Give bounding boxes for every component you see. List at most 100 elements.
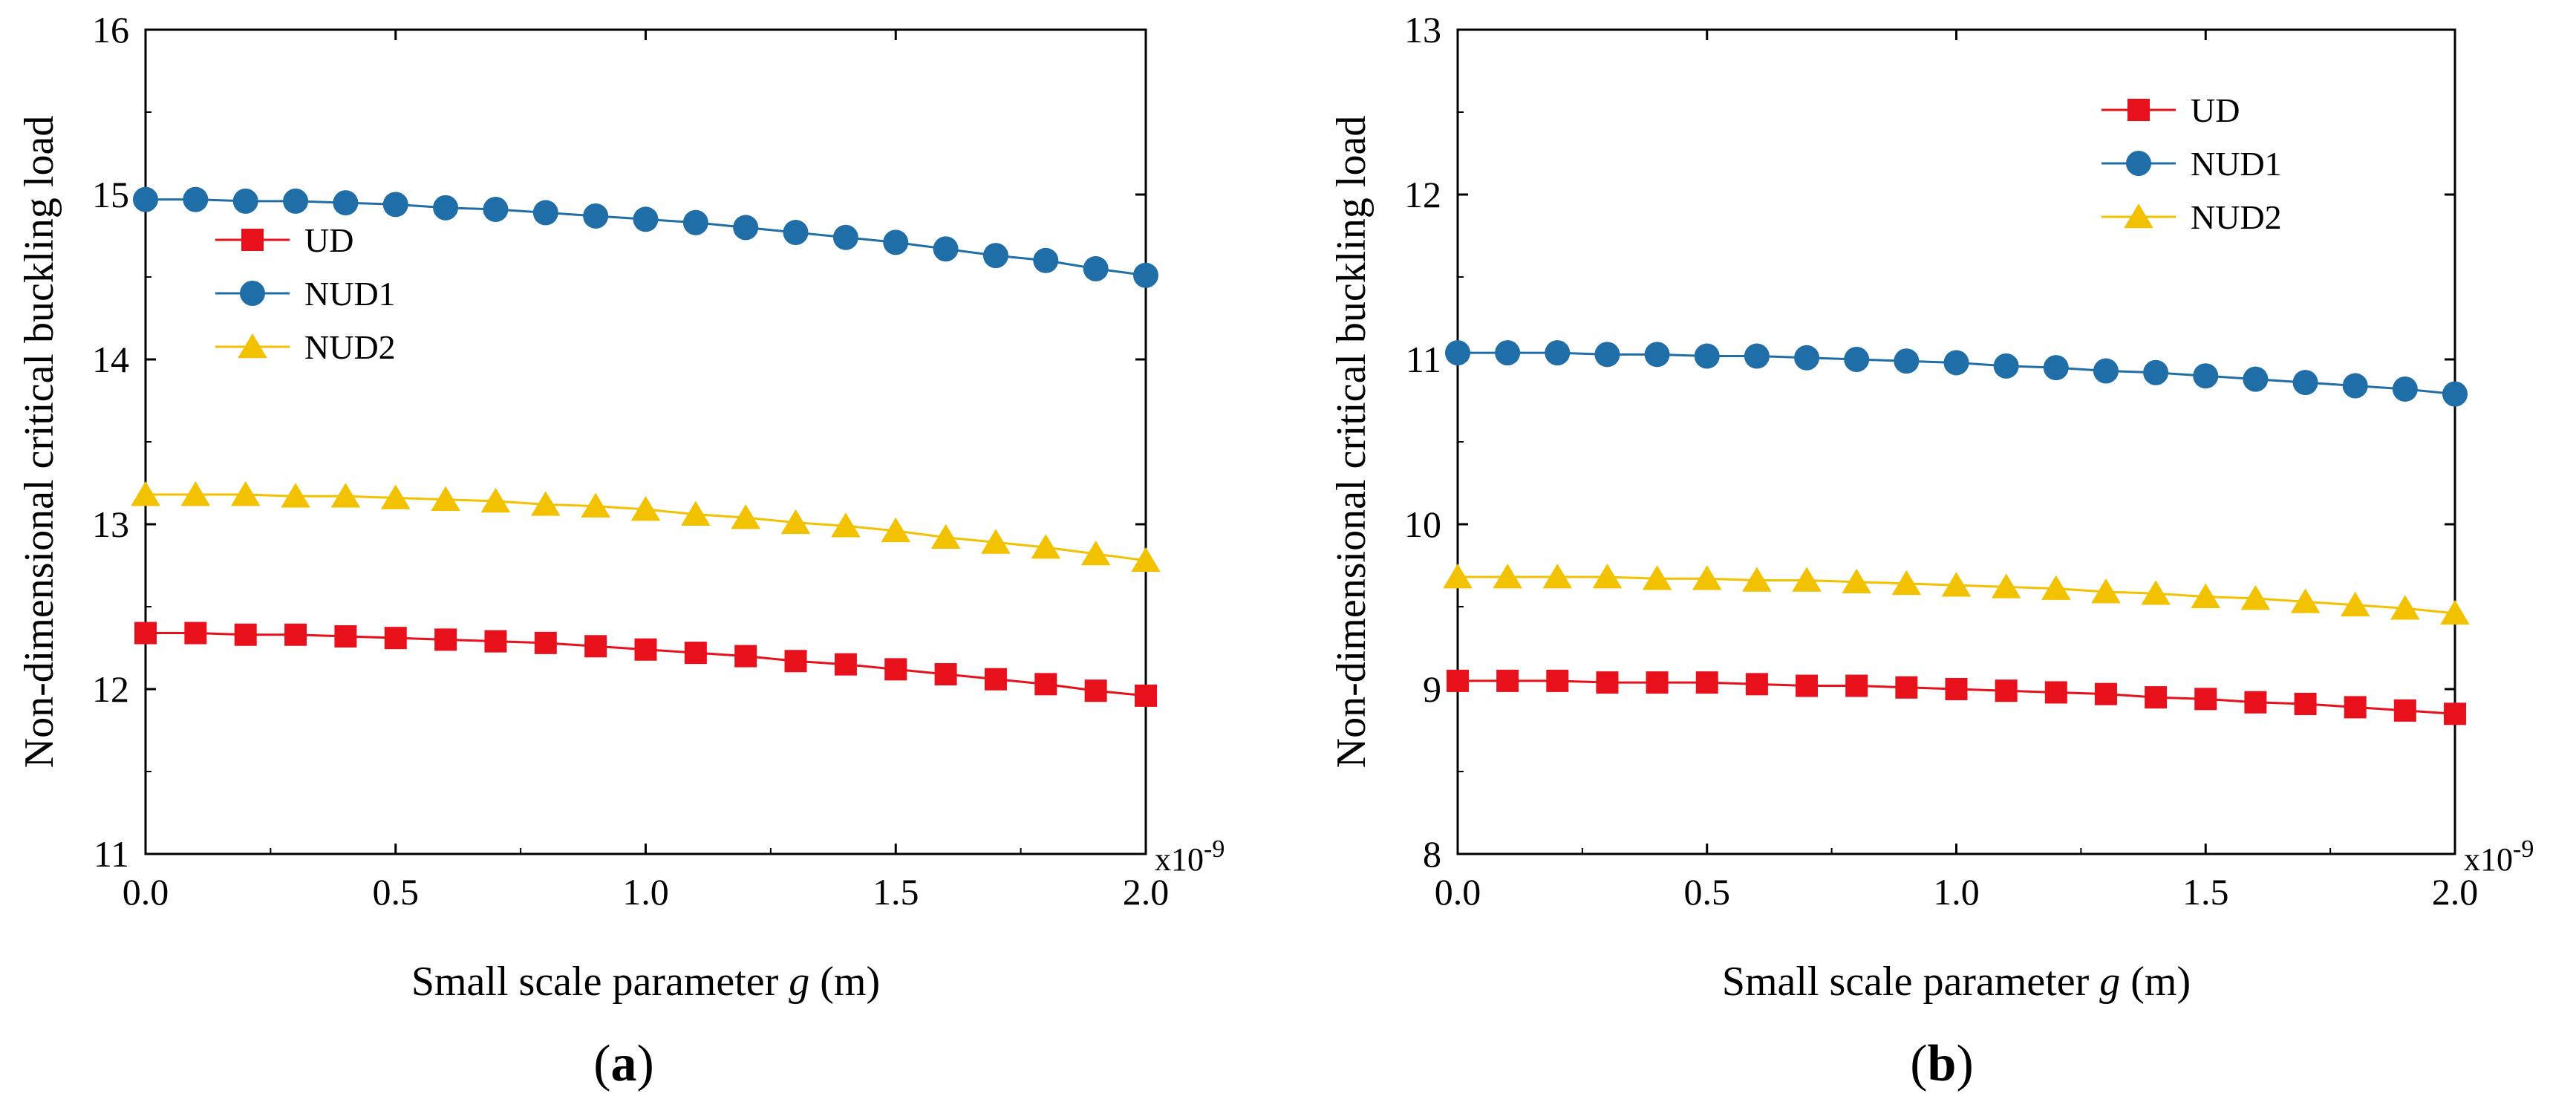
series-ud-point [484,630,507,653]
chart-panel-a: 0.0 0.5 1.0 1.5 2.0 11 12 13 14 15 16 x10-9 Small sc… [16,9,1225,1092]
series-nud1-point [433,195,459,221]
series-ud-point [634,638,657,661]
x-axis-label: Small scale parameter g (m) [411,959,880,1005]
series-nud1-point [1943,350,1969,376]
series-ud-point [2145,686,2168,709]
y-axis-label: Non-dimensional critical buckling load [16,116,62,769]
series-nud1-point [1694,343,1720,369]
y-tick-label: 10 [1404,503,1441,545]
series-nud1-point [232,188,258,214]
x-axis-label-variable: g [789,959,809,1005]
panel-label-open: ( [1910,1035,1927,1092]
series-ud-point [2044,681,2067,704]
panel-label: (b) [1910,1035,1974,1092]
series-ud-point [534,631,557,654]
legend: UD NUD1 NUD2 [2101,91,2282,236]
series-nud2-point [1692,565,1722,590]
series-ud-point [384,627,407,650]
series-nud2 [131,481,1161,573]
series-nud1-point [382,192,408,218]
series-nud1-point [532,200,558,226]
y-tick-label: 16 [92,9,129,50]
series-ud-point [884,658,907,681]
x-multiplier: x10-9 [1155,835,1225,878]
series-nud1-point [1993,353,2019,379]
y-tick-label: 11 [1406,339,1441,380]
x-multiplier-exponent: -9 [2513,835,2534,863]
series-ud-point [2244,691,2267,714]
series-nud2-point [531,491,561,516]
series-ud-point [834,653,857,676]
legend-series-nud1-point [2126,151,2151,176]
series-nud1-point [1644,342,1670,368]
x-multiplier-exponent: -9 [1204,835,1225,863]
legend-label: NUD1 [304,275,396,313]
series-nud1-point [1744,343,1770,369]
series-nud2-point [2091,578,2121,604]
y-tick-label: 11 [94,833,129,875]
y-tick-label: 12 [1404,174,1441,215]
y-tick-label: 8 [1423,833,1441,875]
panel-label-close: ) [637,1035,654,1092]
series-nud2-point [981,529,1011,554]
y-tick-label: 12 [92,668,129,710]
series-nud2-point [1941,572,1972,597]
series-nud2-point [2191,583,2221,608]
series-nud2-point [731,504,760,529]
series-ud-point [734,645,757,668]
series-nud2-point [330,483,361,508]
series-ud-point [1845,674,1868,697]
y-tick-label: 13 [1404,9,1441,50]
x-axis-label-prefix: Small scale parameter [1722,959,2099,1005]
series-ud-point [434,628,457,651]
series-nud2-point [1891,570,1922,596]
x-tick-label: 0.0 [123,871,169,913]
series-nud1-point [982,243,1008,269]
series-ud-point [2393,699,2416,722]
series-nud2-point [831,512,861,538]
series-ud [134,622,1157,707]
series-nud2-point [780,509,811,535]
series-nud1-point [2442,381,2468,407]
series-nud2-point [881,517,911,543]
x-tick-label: 0.5 [1684,871,1731,913]
legend-label: NUD1 [2191,145,2282,183]
series-ud-point [234,623,257,646]
series-nud2-point [180,481,211,506]
series-nud2-point [2390,595,2420,620]
y-axis-label: Non-dimensional critical buckling load [1328,116,1375,769]
x-tick-label: 1.0 [1933,871,1980,913]
series-ud-point [2294,692,2317,715]
series-ud-point [684,642,707,665]
series-nud2-point [2440,599,2470,625]
legend-series-nud1-point [240,281,265,306]
series-nud2-point [1031,534,1061,559]
series-nud1-point [2143,359,2169,385]
legend-label: UD [2191,91,2240,129]
series-ud-point [1995,679,2018,702]
x-tick-label: 0.0 [1435,871,1481,913]
series-nud1-point [2392,376,2418,402]
y-tick-label: 9 [1423,668,1441,710]
legend-series-ud-point [241,229,264,251]
y-tick-label: 14 [92,339,129,380]
series-nud1-point [2093,358,2119,384]
y-tick-label: 13 [92,503,129,545]
series-ud-point [1447,669,1469,692]
series-nud2 [1443,564,2470,625]
series-nud1-point [333,190,359,216]
series-nud1-point [2243,366,2269,392]
series-nud1-point [483,196,509,222]
series-nud2-point [581,492,610,518]
x-tick-label: 2.0 [1123,871,1170,913]
series-ud-point [1596,671,1619,694]
series-nud2-point [930,524,961,550]
series-nud1-point [733,215,759,241]
series-nud2-point [1792,567,1822,592]
series-nud2-point [1991,573,2021,599]
series-nud2-point [2141,580,2171,605]
series-nud1-point [832,224,858,250]
legend-series-ud-point [2127,99,2150,121]
series-nud2-point [1542,564,1573,589]
x-tick-label: 1.5 [873,871,919,913]
